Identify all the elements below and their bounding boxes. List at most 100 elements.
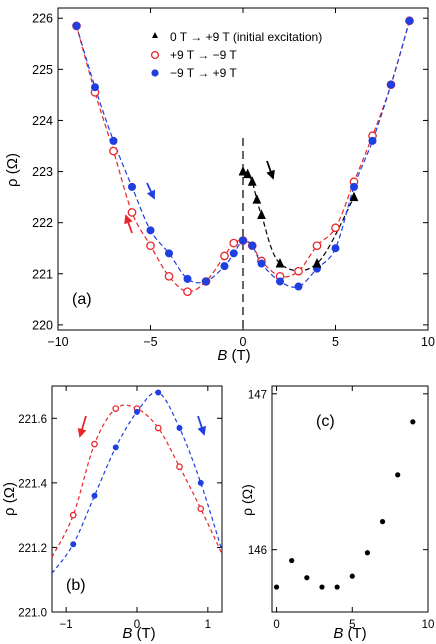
data-point-down xyxy=(69,511,77,519)
x-tick-label: 0 xyxy=(240,335,247,349)
data-point-up xyxy=(70,541,77,548)
data-point-c xyxy=(289,557,295,564)
data-point-up xyxy=(72,21,81,30)
panel-c-label: (c) xyxy=(316,413,335,430)
sweep-direction-arrow-red xyxy=(124,214,133,234)
legend: 0 T → +9 T (initial excitation) +9 T → −… xyxy=(150,30,322,80)
data-point-up xyxy=(146,226,155,235)
legend-marker-initial xyxy=(152,32,158,38)
panel-b-xlabel: B (T) xyxy=(122,625,155,642)
sweep-direction-arrow-blue xyxy=(146,182,156,200)
data-point-c xyxy=(410,419,416,425)
x-tick-label: −10 xyxy=(47,335,68,349)
y-tick-label: 224 xyxy=(32,114,53,128)
legend-marker-down xyxy=(150,50,160,60)
data-point-init xyxy=(312,258,322,268)
sweep-direction-arrow-red-b xyxy=(77,415,87,438)
sweep-direction-arrow-black xyxy=(266,160,275,180)
y-tick-label: 147 xyxy=(248,389,267,401)
data-point-down xyxy=(294,266,303,276)
data-point-c xyxy=(379,519,386,525)
legend-label-initial: 0 T → +9 T (initial excitation) xyxy=(170,30,322,44)
data-point-c xyxy=(349,573,355,579)
data-point-up xyxy=(128,182,136,191)
data-point-up xyxy=(294,282,303,291)
y-tick-label: 221 xyxy=(32,267,53,281)
legend-label-up: −9 T → +9 T xyxy=(170,66,237,80)
data-point-up xyxy=(350,182,358,191)
data-point-down xyxy=(312,241,322,251)
data-point-up xyxy=(331,244,340,253)
data-point-init xyxy=(252,194,262,204)
panel-a-label: (a) xyxy=(72,291,92,308)
data-point-up xyxy=(165,249,173,258)
curve-init xyxy=(242,171,355,272)
data-point-down xyxy=(109,146,118,156)
x-tick-label: 10 xyxy=(422,619,435,631)
data-point-c xyxy=(334,584,340,590)
x-tick-label: 1 xyxy=(205,619,211,631)
panel-b-ylabel: ρ (Ω) xyxy=(1,482,18,516)
data-point-init xyxy=(243,168,253,179)
y-tick-label: 221.4 xyxy=(18,478,47,490)
x-tick-label: 5 xyxy=(349,619,355,631)
x-tick-label: 10 xyxy=(421,335,435,349)
data-point-down xyxy=(220,251,229,261)
data-point-c xyxy=(273,584,280,590)
panel-c-frame xyxy=(271,385,429,613)
legend-label-down: +9 T → −9 T xyxy=(170,48,237,62)
data-point-up xyxy=(229,249,238,258)
data-point-up xyxy=(202,277,210,286)
data-point-init xyxy=(257,209,266,219)
data-point-down xyxy=(197,505,205,513)
legend-marker-up xyxy=(151,69,159,77)
data-point-up xyxy=(183,274,192,283)
data-point-up xyxy=(239,236,247,245)
panel-c-ylabel: ρ (Ω) xyxy=(239,484,255,516)
data-point-up xyxy=(248,241,257,250)
curve-up-b xyxy=(51,391,223,574)
data-point-down xyxy=(229,238,239,248)
panel-a-ticks: −10 −5 0 5 10 220 221 222 223 224 225 226 xyxy=(32,8,435,349)
data-point-up xyxy=(109,136,118,145)
x-tick-label: −5 xyxy=(143,335,157,349)
data-point-down xyxy=(164,271,174,281)
panel-c-ticks: 0 5 10 146 147 xyxy=(248,386,435,631)
y-tick-label: 225 xyxy=(32,63,53,77)
data-point-up xyxy=(276,277,284,286)
panel-c-xlabel: B (T) xyxy=(333,625,366,642)
panel-b-ticks: −1 0 1 221.0 221.2 221.4 221.6 xyxy=(18,386,222,631)
data-point-c xyxy=(304,575,310,581)
data-point-c xyxy=(395,472,401,478)
x-tick-label: 0 xyxy=(273,619,279,631)
data-point-init xyxy=(238,166,248,176)
data-point-down xyxy=(331,223,340,233)
data-point-up xyxy=(387,80,395,89)
data-point-down xyxy=(91,440,98,448)
x-tick-label: 5 xyxy=(332,335,339,349)
data-point-down xyxy=(112,405,120,412)
y-tick-label: 221.0 xyxy=(18,608,47,620)
data-point-up xyxy=(257,259,266,268)
data-point-up xyxy=(112,444,119,451)
panel-a: −10 −5 0 5 10 220 221 222 223 224 225 226 0 T → +9 … xyxy=(4,7,435,364)
y-tick-label: 221.2 xyxy=(18,543,47,555)
data-point-up xyxy=(155,389,162,396)
y-tick-label: 223 xyxy=(32,165,53,179)
data-point-up xyxy=(368,136,377,145)
panel-b-curves xyxy=(51,391,223,574)
panel-b: −1 0 1 221.0 221.2 221.4 221.6 (b) B (T) ρ (Ω) xyxy=(1,385,223,642)
data-point-init xyxy=(349,191,359,202)
panel-c-points xyxy=(273,419,416,590)
panel-a-ylabel: ρ (Ω) xyxy=(4,153,21,187)
y-tick-label: 221.6 xyxy=(18,414,47,426)
x-tick-label: 0 xyxy=(134,619,140,631)
curve-down-b xyxy=(51,404,223,558)
y-tick-label: 222 xyxy=(32,216,53,230)
data-point-down xyxy=(154,424,162,432)
data-point-up xyxy=(91,492,98,499)
data-point-down xyxy=(146,241,155,251)
panel-b-label: (b) xyxy=(66,577,86,594)
x-tick-label: −1 xyxy=(60,619,73,631)
